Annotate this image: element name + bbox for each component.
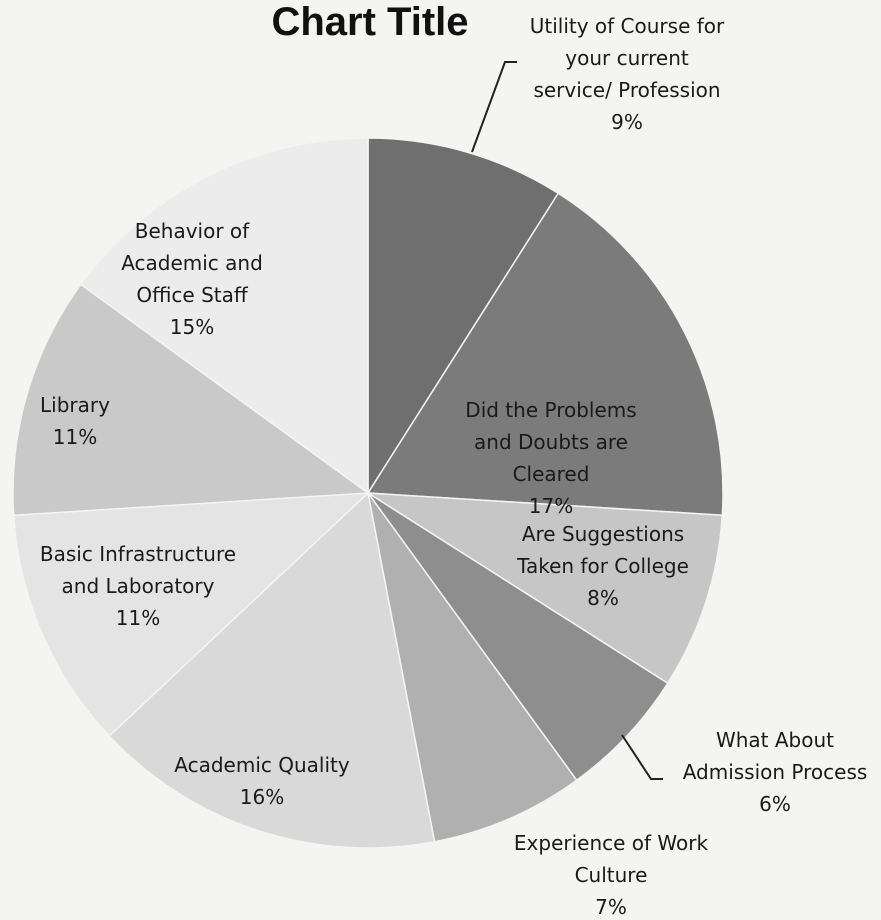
- slice-label: Are Suggestions Taken for College 8%: [516, 522, 689, 610]
- slice-percentage: 11%: [116, 606, 160, 630]
- slice-label: Did the Problems and Doubts are Cleared 17%: [465, 398, 636, 518]
- slice-percentage: 15%: [170, 315, 214, 339]
- pie-slice: [367, 137, 560, 496]
- slice-label-line: Behavior of: [135, 219, 250, 243]
- leader-line: [621, 734, 663, 780]
- slice-label-line: Academic Quality: [174, 753, 350, 777]
- slice-percentage: 16%: [240, 785, 284, 809]
- slice-label-line: Admission Process: [683, 760, 868, 784]
- slice-label-line: and Doubts are: [474, 430, 628, 454]
- slice-label-line: Culture: [575, 863, 648, 887]
- slice-percentage: 17%: [529, 494, 573, 518]
- slice-label: Utility of Course for your current service…: [530, 14, 725, 134]
- slice-label-line: Taken for College: [516, 554, 689, 578]
- pie-slice: [366, 192, 724, 517]
- slice-label-line: and Laboratory: [62, 574, 215, 598]
- leader-line: [471, 61, 517, 153]
- pie-slice: [367, 492, 669, 782]
- pie-slice: [79, 137, 369, 495]
- slice-label-line: Basic Infrastructure: [40, 542, 236, 566]
- slice-label-line: Academic and: [121, 251, 263, 275]
- pie-slices: [12, 137, 724, 849]
- slice-label: Behavior of Academic and Office Staff 15%: [121, 219, 263, 339]
- slice-label-line: Experience of Work: [514, 831, 709, 855]
- slice-label-line: Library: [40, 393, 110, 417]
- slice-label-line: Did the Problems: [465, 398, 636, 422]
- slice-percentage: 11%: [53, 425, 97, 449]
- slice-percentage: 6%: [759, 792, 791, 816]
- pie-slice: [12, 492, 371, 738]
- slice-label-line: service/ Profession: [533, 78, 720, 102]
- slice-label: Academic Quality 16%: [174, 753, 350, 809]
- slice-labels: Utility of Course for your current service…: [40, 14, 867, 919]
- slice-label-line: Cleared: [513, 462, 590, 486]
- pie-slice: [367, 492, 578, 843]
- slice-label-line: your current: [565, 46, 689, 70]
- slice-label: Library 11%: [40, 393, 110, 449]
- slice-label: Experience of Work Culture 7%: [514, 831, 709, 919]
- slice-label-line: Are Suggestions: [522, 522, 684, 546]
- slice-percentage: 8%: [587, 586, 619, 610]
- slice-label: What About Admission Process 6%: [683, 728, 868, 816]
- pie-slice: [367, 492, 724, 685]
- slice-label-line: Office Staff: [136, 283, 249, 307]
- pie-slice: [108, 491, 436, 849]
- chart-title: Chart Title: [271, 0, 468, 44]
- slice-label: Basic Infrastructure and Laboratory 11%: [40, 542, 236, 630]
- slice-percentage: 7%: [595, 895, 627, 919]
- pie-slice: [12, 283, 371, 517]
- slice-label-line: Utility of Course for: [530, 14, 725, 38]
- slice-label-line: What About: [716, 728, 834, 752]
- slice-percentage: 9%: [611, 110, 643, 134]
- leader-lines: [471, 61, 663, 780]
